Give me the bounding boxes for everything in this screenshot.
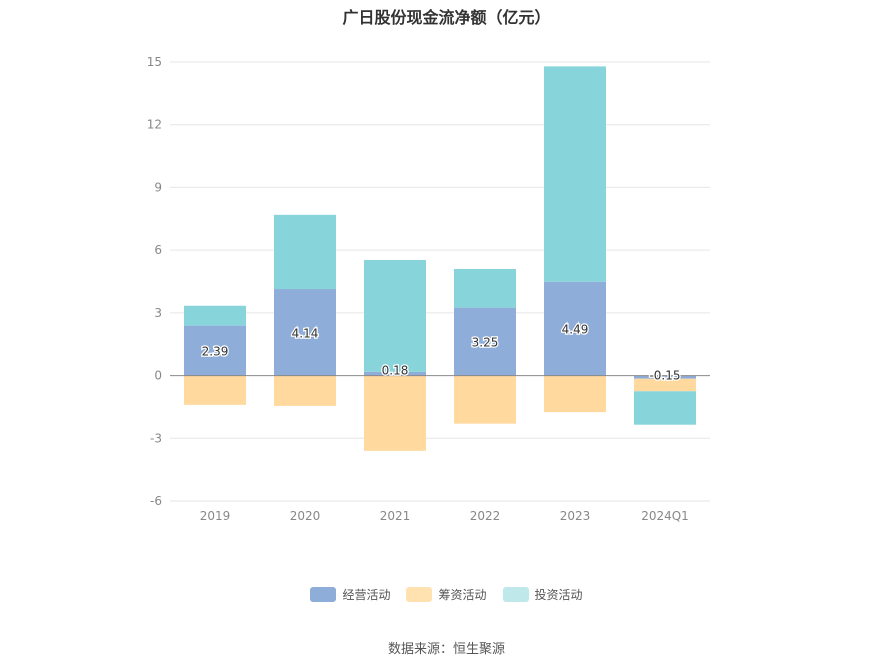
bar-chart: 15 12 9 6 3 0 -3 -6 2.39 4.14 0.18 3.25 4.49 -0.15 2… xyxy=(147,55,710,523)
data-label: 4.14 xyxy=(292,326,319,340)
bar-operating-2021 xyxy=(364,371,426,376)
bar-financing-2022 xyxy=(454,375,516,424)
bar-investing-2024Q1 xyxy=(634,391,696,425)
data-label: 2.39 xyxy=(202,345,229,359)
bar-investing-2019 xyxy=(184,305,246,326)
gridlines xyxy=(170,61,710,502)
bar-financing-2021 xyxy=(364,375,426,451)
source-note: 数据来源：恒生聚源 xyxy=(387,642,505,657)
bar-operating-2024Q1 xyxy=(634,375,696,379)
x-tick-label: 2021 xyxy=(380,509,411,523)
legend-swatch-investing xyxy=(502,587,529,602)
y-axis-ticks: 15 12 9 6 3 0 -3 -6 xyxy=(147,55,162,508)
bar-financing-2019 xyxy=(184,375,246,405)
x-tick-label: 2024Q1 xyxy=(641,509,689,523)
bar-investing-2020 xyxy=(274,214,336,290)
y-tick-label: -6 xyxy=(150,494,162,508)
chart-title: 广日股份现金流净额（亿元） xyxy=(342,8,551,27)
legend-label-investing: 投资活动 xyxy=(534,588,583,602)
legend-item-investing[interactable]: 投资活动 xyxy=(502,586,583,603)
legend-swatch-financing xyxy=(406,587,433,602)
legend-label-operating: 经营活动 xyxy=(342,588,391,602)
bar-financing-2024Q1 xyxy=(634,378,696,392)
legend-item-operating[interactable]: 经营活动 xyxy=(310,586,390,603)
bar-investing-2022 xyxy=(454,268,516,308)
bar-operating-2020 xyxy=(274,289,336,376)
bar-operating-2019 xyxy=(184,325,246,376)
y-tick-label: 3 xyxy=(154,306,162,320)
x-tick-label: 2020 xyxy=(290,509,321,523)
x-tick-label: 2023 xyxy=(560,509,591,523)
bar-operating-2022 xyxy=(454,307,516,376)
data-label: 3.25 xyxy=(472,336,499,350)
bar-investing-2023 xyxy=(544,66,606,282)
bar-financing-2023 xyxy=(544,375,606,413)
x-axis-ticks: 2019 2020 2021 2022 2023 2024Q1 xyxy=(200,509,689,523)
y-tick-label: 6 xyxy=(154,243,162,257)
legend: 经营活动 筹资活动 投资活动 xyxy=(0,586,893,603)
legend-item-financing[interactable]: 筹资活动 xyxy=(406,586,487,603)
data-label: 0.18 xyxy=(382,364,409,378)
bar-investing-2021 xyxy=(364,259,426,372)
data-label: -0.15 xyxy=(649,369,680,383)
data-label: 4.49 xyxy=(562,323,589,337)
y-tick-label: 9 xyxy=(154,180,162,194)
y-tick-label: 15 xyxy=(147,55,162,69)
y-tick-label: -3 xyxy=(150,431,162,445)
y-tick-label: 12 xyxy=(147,118,162,132)
legend-swatch-operating xyxy=(310,587,337,602)
y-tick-label: 0 xyxy=(154,369,162,383)
data-labels: 2.39 4.14 0.18 3.25 4.49 -0.15 xyxy=(200,321,681,383)
legend-label-financing: 筹资活动 xyxy=(438,588,487,602)
bar-operating-2023 xyxy=(544,281,606,376)
bar-financing-2020 xyxy=(274,375,336,406)
bars xyxy=(184,66,696,451)
x-tick-label: 2022 xyxy=(470,509,501,523)
x-tick-label: 2019 xyxy=(200,509,231,523)
